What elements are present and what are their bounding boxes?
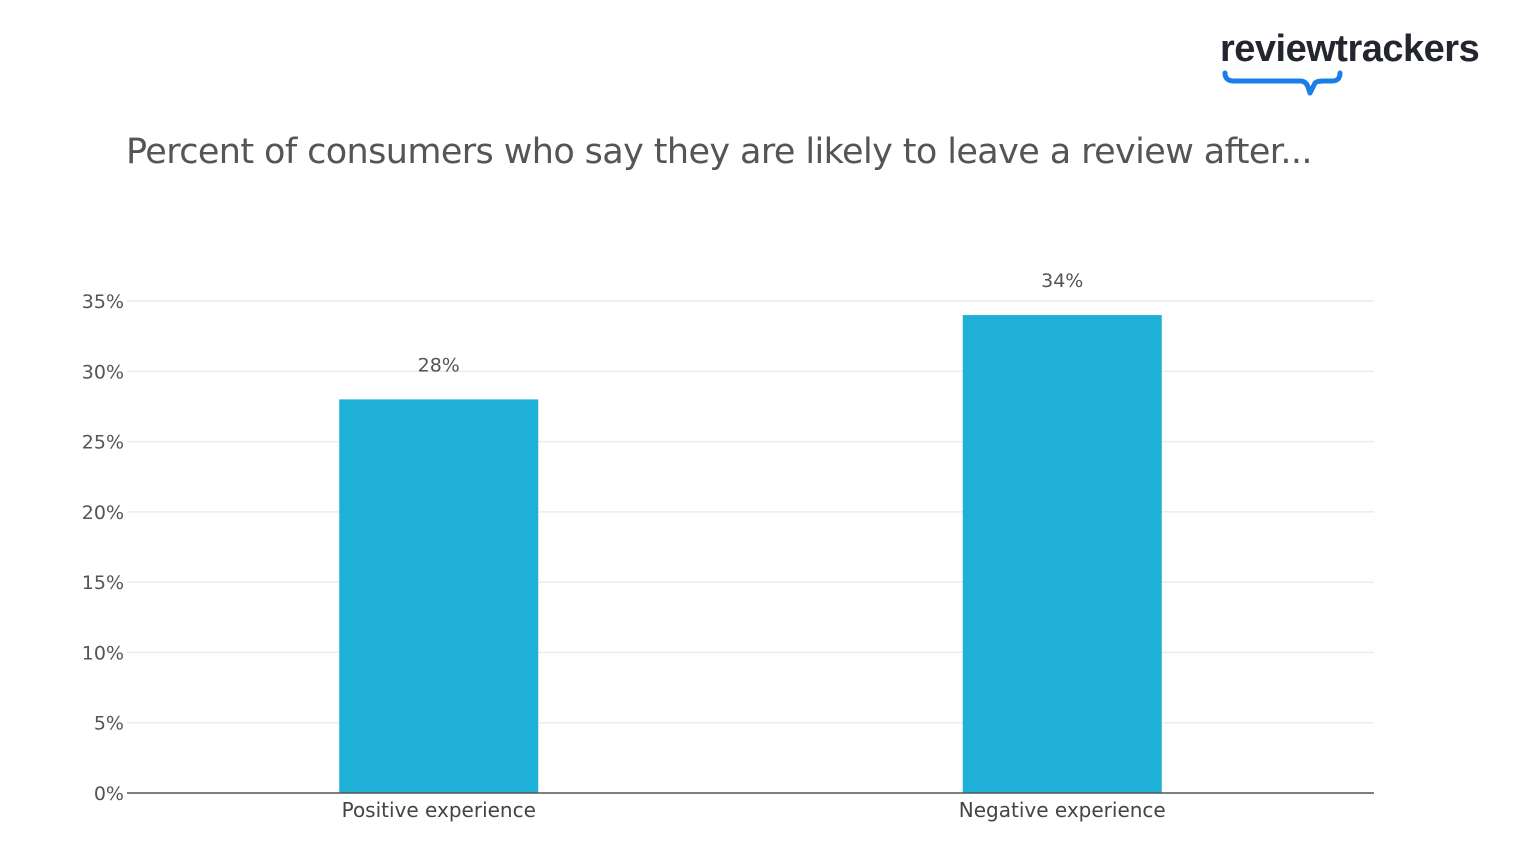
y-tick-label: 0%: [94, 783, 124, 805]
reviewtrackers-logo: reviewtrackers: [1220, 28, 1480, 97]
data-label: 34%: [1041, 270, 1083, 292]
y-tick-label: 5%: [94, 713, 124, 735]
data-label: 28%: [418, 354, 460, 376]
x-tick-label: Positive experience: [342, 798, 536, 822]
x-tick-label: Negative experience: [959, 798, 1166, 822]
bar-positive-experience: [339, 399, 539, 793]
y-tick-label: 30%: [82, 361, 124, 383]
speech-bubble-underline-icon: [1222, 70, 1343, 96]
y-tick-label: 25%: [82, 432, 124, 454]
bar-negative-experience: [962, 315, 1162, 793]
y-tick-label: 20%: [82, 502, 124, 524]
chart-title: Percent of consumers who say they are li…: [126, 132, 1313, 172]
logo-text: reviewtrackers: [1220, 28, 1480, 70]
y-tick-label: 10%: [82, 642, 124, 664]
y-tick-label: 35%: [82, 291, 124, 313]
y-tick-label: 15%: [82, 572, 124, 594]
